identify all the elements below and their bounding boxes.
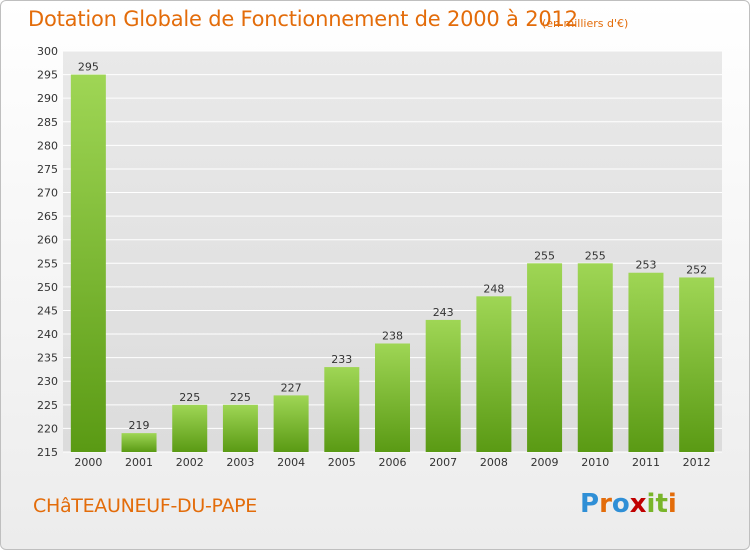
y-tick-label: 215: [37, 446, 58, 459]
bar-value-label: 238: [382, 329, 403, 342]
x-tick-label: 2012: [683, 456, 711, 469]
logo-letter: P: [580, 489, 600, 519]
logo-letter: i: [667, 489, 677, 519]
bar-value-label: 255: [534, 249, 555, 262]
bar: [375, 343, 410, 452]
bar: [324, 367, 360, 452]
bar: [577, 263, 613, 452]
bar-value-label: 225: [230, 391, 251, 404]
y-tick-label: 270: [37, 187, 58, 200]
x-tick-label: 2004: [277, 456, 305, 469]
x-tick-label: 2002: [176, 456, 204, 469]
bar: [425, 319, 461, 452]
bar: [679, 277, 715, 452]
bar: [527, 263, 563, 452]
y-axis: 215 220 225 230 235 240 245 250 255 260 265 270 275 2…: [37, 45, 58, 459]
logo-letter: t: [655, 489, 668, 519]
bar: [121, 433, 157, 452]
x-tick-label: 2009: [531, 456, 559, 469]
y-tick-label: 285: [37, 116, 58, 129]
y-tick-label: 295: [37, 69, 58, 82]
logo-letter: i: [646, 489, 656, 519]
x-tick-label: 2011: [632, 456, 660, 469]
logo-letter: o: [611, 489, 630, 519]
x-tick-label: 2000: [74, 456, 102, 469]
commune-name: CHâTEAUNEUF-DU-PAPE: [33, 495, 258, 517]
bar-value-label: 227: [281, 381, 302, 394]
bar-value-label: 225: [179, 391, 200, 404]
bar-value-label: 295: [78, 61, 99, 74]
bar: [273, 395, 309, 452]
x-tick-label: 2006: [379, 456, 407, 469]
y-tick-label: 280: [37, 139, 58, 152]
chart-subtitle: (en milliers d'€): [542, 17, 629, 30]
x-tick-label: 2008: [480, 456, 508, 469]
x-axis: 2000 2001 2002 2003 2004 2005 2006 2007 2008 2009…: [74, 456, 710, 469]
x-tick-label: 2005: [328, 456, 356, 469]
proxiti-logo: Proxiti: [580, 489, 677, 519]
y-tick-label: 300: [37, 45, 58, 58]
y-tick-label: 250: [37, 281, 58, 294]
x-tick-label: 2003: [226, 456, 254, 469]
bar-chart: 215 220 225 230 235 240 245 250 255 260 265 270 275 2…: [37, 45, 722, 469]
y-tick-label: 220: [37, 422, 58, 435]
y-tick-label: 255: [37, 257, 58, 270]
bar: [172, 404, 208, 452]
bar-value-label: 255: [585, 249, 606, 262]
chart-title: Dotation Globale de Fonctionnement de 20…: [28, 7, 578, 31]
bars: 295 219 225 225 227 233 238 243 248 255 255 253 252: [70, 61, 715, 453]
bar-value-label: 252: [686, 263, 707, 276]
bar: [222, 404, 258, 452]
bar-value-label: 233: [331, 353, 352, 366]
logo-letter: x: [629, 489, 647, 519]
logo-letter: r: [599, 489, 612, 519]
bar-value-label: 243: [433, 306, 454, 319]
y-tick-label: 260: [37, 234, 58, 247]
x-tick-label: 2001: [125, 456, 153, 469]
x-tick-label: 2007: [429, 456, 457, 469]
y-tick-label: 245: [37, 304, 58, 317]
bar-value-label: 248: [483, 282, 504, 295]
bar: [628, 272, 664, 452]
y-tick-label: 235: [37, 352, 58, 365]
bar: [70, 74, 106, 453]
y-tick-label: 230: [37, 375, 58, 388]
y-tick-label: 290: [37, 92, 58, 105]
y-tick-label: 225: [37, 399, 58, 412]
x-tick-label: 2010: [581, 456, 609, 469]
bar-value-label: 219: [129, 419, 150, 432]
y-tick-label: 240: [37, 328, 58, 341]
y-tick-label: 265: [37, 210, 58, 223]
y-tick-label: 275: [37, 163, 58, 176]
bar: [476, 296, 512, 452]
bar-value-label: 253: [635, 259, 656, 272]
